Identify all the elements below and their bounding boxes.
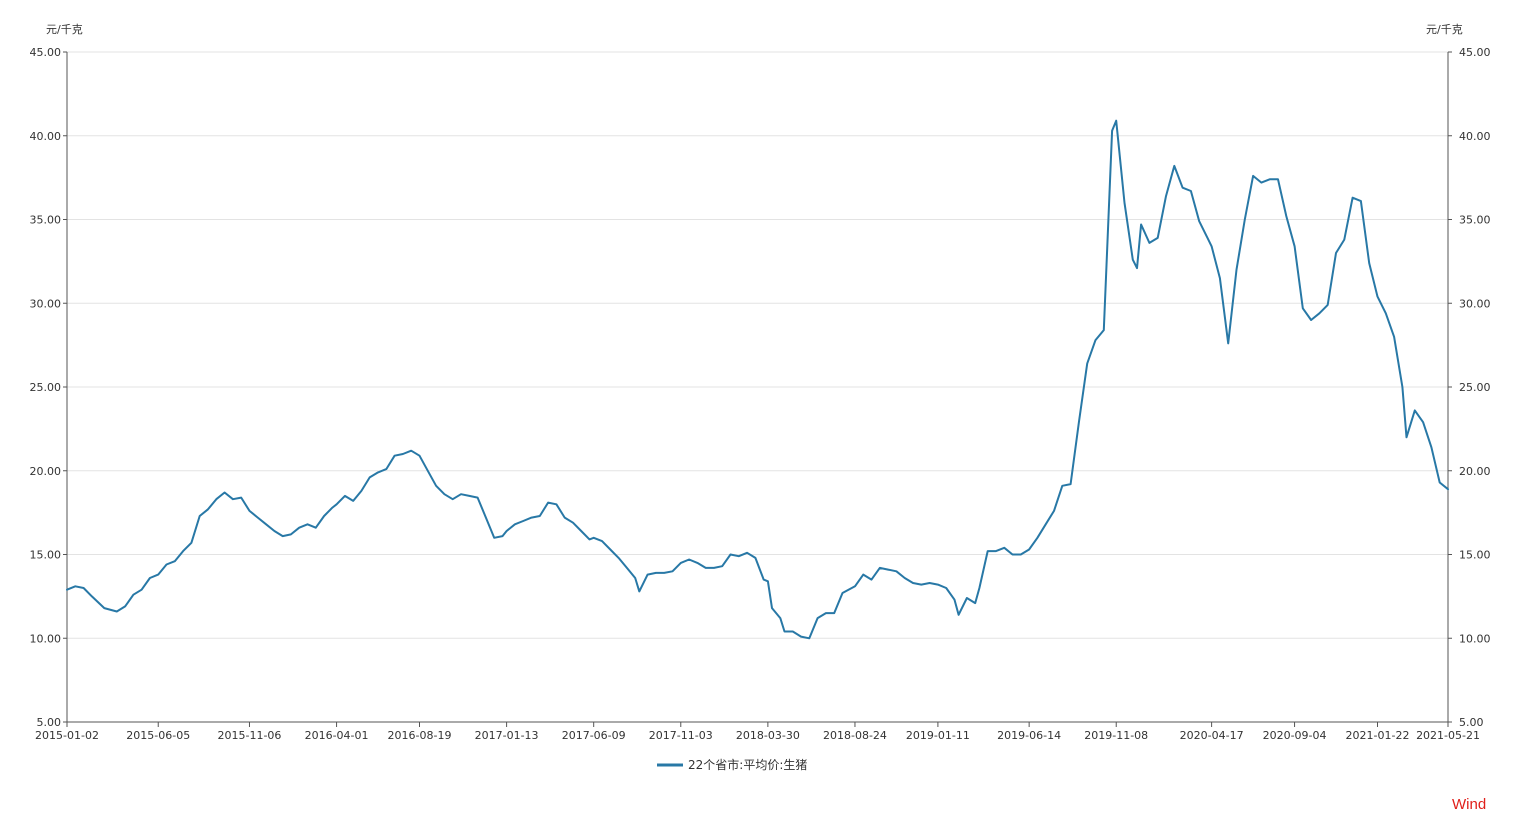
left-y-tick-label: 25.00 bbox=[30, 381, 62, 394]
right-y-tick-label: 30.00 bbox=[1459, 297, 1491, 310]
left-axis-unit: 元/千克 bbox=[46, 23, 83, 36]
left-y-tick-label: 40.00 bbox=[30, 130, 62, 143]
right-y-tick-label: 15.00 bbox=[1459, 549, 1491, 562]
series-line bbox=[66, 119, 1449, 640]
left-y-tick-label: 10.00 bbox=[30, 632, 62, 645]
left-y-tick-label: 45.00 bbox=[30, 46, 62, 59]
x-tick-label: 2021-05-21 bbox=[1416, 729, 1480, 742]
wind-watermark: Wind bbox=[1452, 796, 1486, 813]
x-tick-label: 2019-01-11 bbox=[906, 729, 970, 742]
axes bbox=[63, 51, 1452, 727]
x-tick-label: 2016-08-19 bbox=[388, 729, 452, 742]
left-y-tick-label: 15.00 bbox=[30, 549, 62, 562]
right-y-tick-label: 5.00 bbox=[1459, 716, 1484, 729]
x-tick-label: 2017-01-13 bbox=[475, 729, 539, 742]
left-y-tick-labels: 5.00 10.00 15.00 20.00 25.00 30.00 35.00 40.00 4… bbox=[30, 46, 62, 729]
x-tick-label: 2018-08-24 bbox=[823, 729, 887, 742]
x-tick-label: 2017-11-03 bbox=[649, 729, 713, 742]
x-tick-label: 2019-11-08 bbox=[1084, 729, 1148, 742]
x-tick-label: 2015-06-05 bbox=[126, 729, 190, 742]
right-y-tick-label: 45.00 bbox=[1459, 46, 1491, 59]
x-tick-label: 2015-11-06 bbox=[218, 729, 282, 742]
left-y-tick-label: 30.00 bbox=[30, 297, 62, 310]
left-y-tick-label: 20.00 bbox=[30, 465, 62, 478]
right-y-tick-label: 40.00 bbox=[1459, 130, 1491, 143]
right-y-tick-label: 35.00 bbox=[1459, 214, 1491, 227]
left-y-tick-label: 5.00 bbox=[37, 716, 62, 729]
legend-label: 22个省市:平均价:生猪 bbox=[688, 757, 807, 772]
right-axis-unit: 元/千克 bbox=[1426, 23, 1463, 36]
x-tick-label: 2018-03-30 bbox=[736, 729, 800, 742]
series-layer bbox=[66, 119, 1449, 640]
gridlines bbox=[67, 51, 1448, 639]
right-y-tick-label: 10.00 bbox=[1459, 632, 1491, 645]
left-y-tick-label: 35.00 bbox=[30, 214, 62, 227]
x-tick-label: 2020-09-04 bbox=[1263, 729, 1327, 742]
x-tick-label: 2019-06-14 bbox=[997, 729, 1061, 742]
legend[interactable]: 22个省市:平均价:生猪 bbox=[657, 757, 807, 772]
right-y-tick-labels: 5.00 10.00 15.00 20.00 25.00 30.00 35.00 40.00 4… bbox=[1459, 46, 1491, 729]
x-tick-label: 2021-01-22 bbox=[1346, 729, 1410, 742]
x-tick-label: 2020-04-17 bbox=[1180, 729, 1244, 742]
right-y-tick-label: 20.00 bbox=[1459, 465, 1491, 478]
x-tick-label: 2016-04-01 bbox=[305, 729, 369, 742]
x-tick-label: 2015-01-02 bbox=[35, 729, 99, 742]
right-y-tick-label: 25.00 bbox=[1459, 381, 1491, 394]
x-tick-labels: 2015-01-02 2015-06-05 2015-11-06 2016-04-01… bbox=[35, 729, 1480, 742]
x-tick-label: 2017-06-09 bbox=[562, 729, 626, 742]
